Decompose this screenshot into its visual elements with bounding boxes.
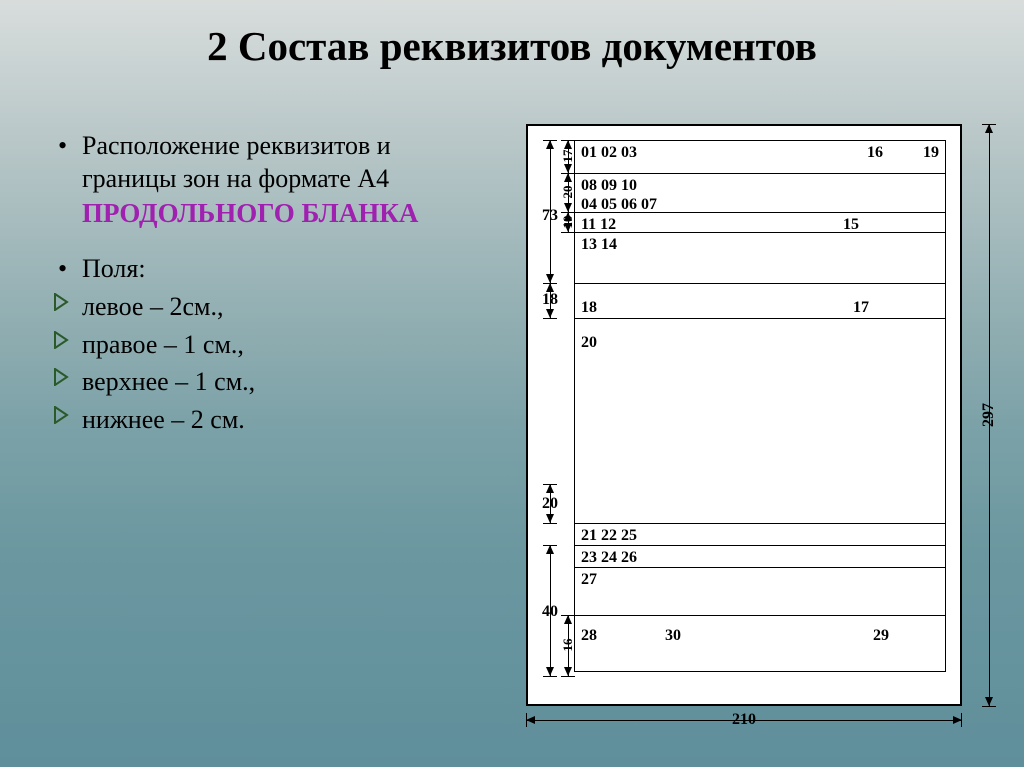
zone-text: 15 bbox=[843, 215, 859, 234]
margin-text: левое – 2см., bbox=[82, 292, 223, 321]
zone-text: 16 bbox=[867, 143, 883, 162]
dim-label: 210 bbox=[732, 711, 756, 729]
zone-text: 19 bbox=[923, 143, 939, 162]
dim-label: 17 bbox=[560, 150, 576, 163]
chevron-icon bbox=[54, 331, 72, 349]
zone-row: 20 bbox=[575, 319, 945, 524]
zone-row: 08 09 10 04 05 06 07 bbox=[575, 174, 945, 213]
bullet-text: Поля: bbox=[82, 254, 146, 283]
dimension-column: 17 20 10 73 bbox=[542, 140, 574, 672]
zone-row: 18 17 bbox=[575, 284, 945, 319]
zone-text: 29 bbox=[873, 626, 889, 645]
zone-text: 23 24 26 bbox=[581, 549, 637, 566]
chevron-icon bbox=[54, 406, 72, 424]
zone-text: 18 bbox=[581, 298, 597, 317]
chevron-icon bbox=[54, 293, 72, 311]
bullet-dot-icon: • bbox=[58, 130, 67, 163]
layout-diagram: 01 02 03 19 16 08 09 10 04 05 06 07 11 1… bbox=[504, 124, 1004, 732]
page-outline: 01 02 03 19 16 08 09 10 04 05 06 07 11 1… bbox=[526, 124, 962, 706]
zone-text: 28 bbox=[581, 626, 597, 645]
zone-text: 21 22 25 bbox=[581, 527, 637, 544]
content-area: 01 02 03 19 16 08 09 10 04 05 06 07 11 1… bbox=[574, 140, 946, 672]
dim-label: 40 bbox=[542, 603, 558, 621]
zone-text: 04 05 06 07 bbox=[581, 195, 939, 214]
text-column: • Расположение реквизитов и границы зон … bbox=[54, 130, 474, 439]
dim-label: 16 bbox=[560, 639, 576, 652]
zone-row: 13 14 bbox=[575, 233, 945, 284]
zone-text: 11 12 bbox=[581, 215, 616, 234]
margin-item-bottom: нижнее – 2 см. bbox=[54, 401, 474, 439]
zone-text: 01 02 03 bbox=[581, 144, 637, 161]
bullet-text: Расположение реквизитов и границы зон на… bbox=[82, 131, 391, 193]
zone-row: 28 30 29 bbox=[575, 616, 945, 671]
bullet-item: • Поля: bbox=[54, 253, 474, 286]
margin-text: правое – 1 см., bbox=[82, 330, 244, 359]
dim-label: 18 bbox=[542, 291, 558, 309]
dim-label: 297 bbox=[980, 403, 998, 427]
zone-text: 13 14 bbox=[581, 236, 617, 253]
zone-row: 21 22 25 bbox=[575, 524, 945, 546]
zone-text: 17 bbox=[853, 298, 869, 317]
dimension-width: 210 bbox=[526, 708, 962, 732]
dim-label: 73 bbox=[542, 207, 558, 225]
zone-text: 08 09 10 bbox=[581, 176, 939, 195]
dim-label: 20 bbox=[560, 186, 576, 199]
slide: 2 Состав реквизитов документов • Располо… bbox=[0, 0, 1024, 767]
bullet-dot-icon: • bbox=[58, 253, 67, 286]
dim-label: 10 bbox=[560, 216, 576, 229]
zone-row: 01 02 03 19 16 bbox=[575, 141, 945, 174]
margin-item-left: левое – 2см., bbox=[54, 288, 474, 326]
highlight-text: ПРОДОЛЬНОГО БЛАНКА bbox=[82, 197, 474, 229]
zone-text: 20 bbox=[581, 334, 597, 351]
margin-item-top: верхнее – 1 см., bbox=[54, 363, 474, 401]
zone-text: 27 bbox=[581, 571, 597, 588]
dim-label: 20 bbox=[542, 495, 558, 513]
chevron-icon bbox=[54, 368, 72, 386]
zone-row: 23 24 26 bbox=[575, 546, 945, 568]
bullet-item: • Расположение реквизитов и границы зон … bbox=[54, 130, 474, 195]
dimension-height: 297 bbox=[974, 124, 1004, 706]
margin-item-right: правое – 1 см., bbox=[54, 326, 474, 364]
slide-title: 2 Состав реквизитов документов bbox=[0, 22, 1024, 70]
zone-row: 27 bbox=[575, 568, 945, 616]
zone-text: 30 bbox=[665, 626, 681, 645]
margin-text: нижнее – 2 см. bbox=[82, 405, 245, 434]
margin-text: верхнее – 1 см., bbox=[82, 367, 255, 396]
zone-row: 11 12 15 bbox=[575, 213, 945, 233]
